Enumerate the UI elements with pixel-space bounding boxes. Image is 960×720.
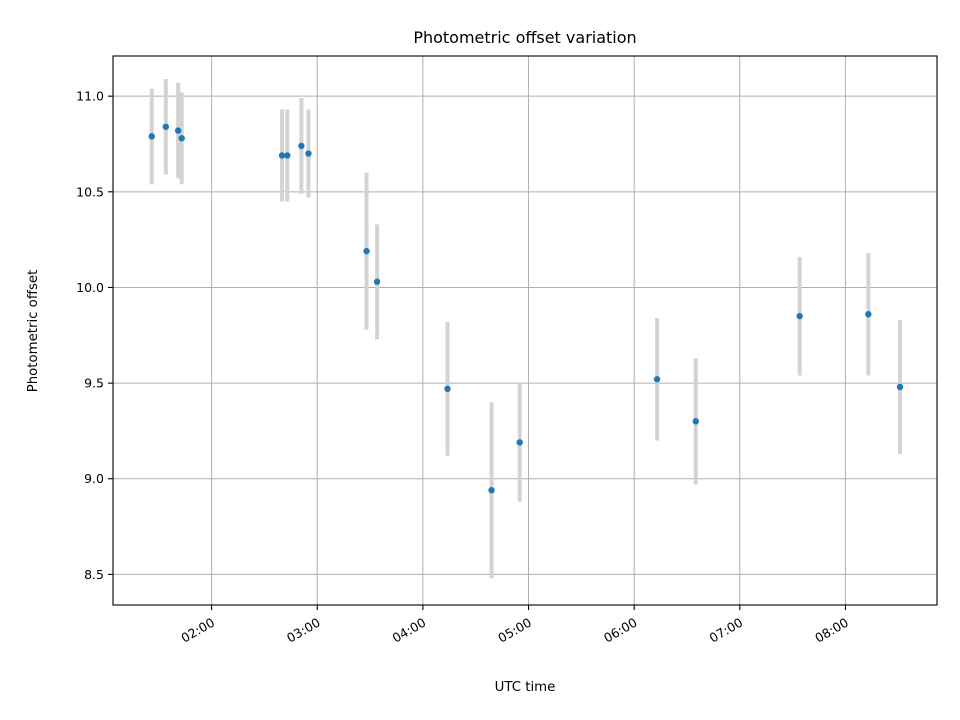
data-point xyxy=(298,142,305,150)
data-point xyxy=(363,247,370,255)
data-point xyxy=(373,278,381,285)
grid xyxy=(113,56,937,605)
data-point xyxy=(305,150,312,157)
y-tick-label: 11.0 xyxy=(76,89,104,104)
y-axis-label: Photometric offset xyxy=(26,270,41,393)
data-point xyxy=(278,152,286,159)
plot-frame xyxy=(112,55,938,606)
data-point xyxy=(865,311,872,318)
data-point xyxy=(653,376,661,383)
chart-title: Photometric offset variation xyxy=(413,28,636,47)
y-tick-label: 9.5 xyxy=(84,376,104,391)
data-point xyxy=(488,487,495,494)
y-axis-ticks: 8.5 9.0 9.5 10.0 10.5 11.0 xyxy=(76,89,113,582)
data-point xyxy=(174,127,182,134)
data-point xyxy=(444,385,451,393)
data-point xyxy=(516,439,523,446)
y-tick-label: 10.0 xyxy=(76,280,104,295)
data-point xyxy=(896,383,904,391)
data-point xyxy=(796,312,803,320)
data-point xyxy=(692,418,699,425)
data-point xyxy=(178,135,185,142)
data-points xyxy=(148,123,904,494)
data-point xyxy=(162,123,170,130)
y-tick-label: 9.0 xyxy=(84,471,104,486)
data-point xyxy=(284,152,291,159)
y-tick-label: 8.5 xyxy=(84,567,104,582)
data-point xyxy=(148,133,155,140)
x-axis-label: UTC time xyxy=(495,680,556,695)
y-tick-label: 10.5 xyxy=(76,184,104,199)
